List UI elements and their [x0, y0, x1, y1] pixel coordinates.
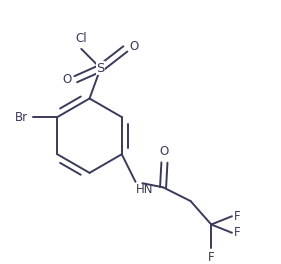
Text: S: S	[96, 62, 105, 75]
Text: HN: HN	[136, 183, 154, 196]
Text: F: F	[208, 251, 215, 264]
Text: O: O	[130, 40, 139, 53]
Text: O: O	[62, 73, 72, 86]
Text: F: F	[234, 210, 241, 223]
Text: F: F	[234, 226, 241, 239]
Text: Cl: Cl	[76, 32, 87, 45]
Text: O: O	[160, 145, 169, 158]
Text: Br: Br	[15, 111, 28, 124]
